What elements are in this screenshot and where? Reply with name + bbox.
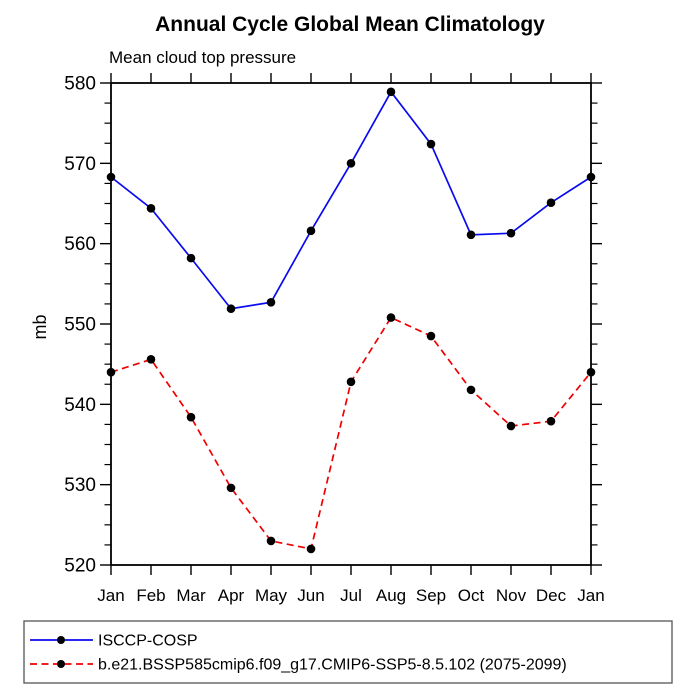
y-tick-label: 540 [64,395,96,416]
x-tick-label: Sep [416,586,446,605]
y-tick-label: 530 [64,475,96,496]
legend-label: ISCCP-COSP [98,633,198,650]
data-point-marker [466,385,476,395]
data-point-marker [426,331,436,341]
x-tick-label: Jul [340,586,362,605]
legend-border [23,620,673,684]
data-point-marker [186,253,196,263]
data-point-marker [546,416,556,426]
data-point-marker [586,172,596,182]
y-tick-label: 570 [64,154,96,175]
legend-swatch-marker [57,636,65,644]
data-point-marker [306,226,316,236]
data-point-marker [226,304,236,314]
series-line-1 [110,316,592,550]
data-point-marker [546,198,556,207]
data-point-marker [586,367,596,377]
data-point-marker [266,298,276,307]
y-tick-label: 550 [64,315,96,336]
x-tick-label: May [255,586,288,605]
data-point-marker [106,172,116,182]
legend-box: ISCCP-COSP b.e21.BSSP585cmip6.f09_g17.CMI… [23,620,673,684]
data-point-marker [506,421,516,431]
legend-item: b.e21.BSSP585cmip6.f09_g17.CMIP6-SSP5-8.… [30,657,567,674]
data-point-marker [346,159,356,168]
data-point-marker [506,228,516,238]
x-tick-label: Aug [376,586,406,605]
y-axis-label: mb [30,314,50,339]
x-tick-label: Dec [536,586,567,605]
data-point-marker [466,230,476,240]
y-tick-label: 520 [64,556,96,577]
data-point-marker [346,377,356,387]
chart-subtitle: Mean cloud top pressure [109,48,296,67]
data-point-marker [386,87,396,97]
data-point-marker [226,483,236,493]
legend-swatch-marker [57,660,65,668]
x-tick-label: Jan [577,586,604,605]
x-tick-label: Nov [496,586,527,605]
x-tick-label: Apr [218,586,245,605]
data-point-marker [186,412,196,422]
data-point-marker [146,204,156,213]
data-point-marker [306,544,316,554]
x-tick-label: Jun [297,586,324,605]
data-point-marker [386,313,396,322]
y-tick-label: 560 [64,234,96,255]
x-tick-label: Mar [176,586,206,605]
x-tick-label: Feb [136,586,165,605]
legend-item: ISCCP-COSP [30,633,198,650]
data-point-marker [146,355,156,364]
plot-area: Jan Feb Mar Apr May Jun Jul Aug Sep Oct Nov Dec Jan5… [64,73,605,605]
series-line-0 [110,90,592,310]
x-tick-label: Oct [458,586,485,605]
data-point-marker [106,367,116,377]
chart-title: Annual Cycle Global Mean Climatology [155,13,545,36]
data-point-marker [426,139,436,149]
x-tick-label: Jan [97,586,124,605]
plot-border [110,82,592,566]
legend-label: b.e21.BSSP585cmip6.f09_g17.CMIP6-SSP5-8.… [98,657,567,674]
y-tick-label: 580 [64,74,96,95]
data-point-marker [266,536,276,546]
